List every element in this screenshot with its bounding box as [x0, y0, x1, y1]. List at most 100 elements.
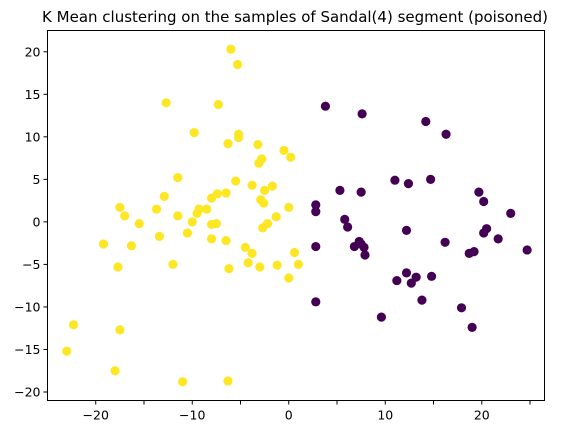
scatter-point: [189, 127, 199, 138]
scatter-point: [506, 208, 516, 218]
scatter-point: [440, 237, 450, 247]
scatter-point: [223, 139, 233, 149]
scatter-point: [113, 262, 123, 272]
scatter-point: [479, 228, 489, 238]
scatter-point: [187, 217, 197, 227]
scatter-point: [62, 346, 72, 356]
scatter-point: [213, 99, 223, 110]
scatter-point: [403, 179, 414, 189]
scatter-point: [340, 214, 350, 224]
scatter-point: [357, 109, 367, 119]
y-tick-label: −15: [14, 342, 40, 357]
scatter-point: [134, 218, 144, 229]
scatter-point: [360, 250, 370, 260]
y-tick-label: 15: [25, 87, 41, 102]
scatter-point: [456, 303, 467, 313]
y-tick-label: −20: [14, 384, 40, 399]
scatter-point: [206, 234, 217, 244]
scatter-point: [202, 204, 212, 214]
scatter-point: [243, 258, 253, 268]
scatter-point: [359, 242, 369, 252]
y-tick-label: 20: [25, 44, 41, 59]
scatter-point: [426, 174, 436, 184]
scatter-point: [479, 196, 489, 207]
scatter-point: [376, 312, 387, 322]
scatter-point: [173, 173, 183, 183]
scatter-point: [253, 139, 263, 150]
scatter-point: [279, 145, 289, 156]
scatter-point: [159, 191, 169, 201]
scatter-point: [335, 185, 345, 196]
scatter-point: [226, 44, 236, 54]
scatter-point: [115, 325, 125, 335]
scatter-point: [272, 260, 282, 270]
scatter-point: [233, 133, 244, 143]
x-tick-label: 10: [377, 408, 393, 423]
x-tick-label: −10: [179, 408, 205, 423]
scatter-point: [421, 116, 431, 127]
scatter-point: [223, 376, 233, 386]
scatter-point: [224, 264, 234, 274]
scatter-point: [221, 235, 231, 246]
scatter-point: [211, 218, 221, 229]
scatter-point: [311, 207, 321, 217]
x-tick-label: 20: [474, 408, 490, 423]
scatter-point: [154, 231, 165, 241]
scatter-point: [168, 259, 178, 270]
scatter-point: [311, 200, 321, 210]
ticks-layer: −20 −10 0 10 20 −20 −15 −10 −5 0 5 10 15 20: [14, 44, 531, 423]
scatter-point: [255, 262, 265, 272]
scatter-point: [126, 241, 137, 251]
scatter-point: [406, 278, 416, 288]
scatter-point: [286, 152, 296, 162]
scatter-point: [110, 366, 120, 376]
scatter-point: [493, 234, 503, 244]
scatter-point: [178, 377, 188, 387]
scatter-point: [284, 202, 294, 213]
scatter-point: [311, 297, 321, 307]
y-tick-label: −10: [14, 299, 40, 314]
scatter-point: [115, 202, 125, 213]
scatter-point: [320, 101, 331, 111]
scatter-point: [441, 129, 451, 139]
x-tick-label: −20: [83, 408, 109, 423]
scatter-point: [240, 242, 250, 252]
scatter-point: [474, 187, 484, 197]
scatter-point: [417, 295, 427, 305]
scatter-point: [173, 211, 183, 221]
scatter-point: [522, 245, 532, 255]
scatter-point: [311, 241, 321, 252]
scatter-point: [289, 247, 300, 258]
scatter-point: [206, 193, 217, 203]
scatter-point: [469, 247, 479, 257]
scatter-point: [284, 273, 294, 283]
scatter-point: [254, 158, 264, 168]
y-tick-label: 10: [25, 129, 41, 144]
scatter-point: [231, 176, 241, 186]
scatter-point: [98, 239, 109, 249]
scatter-point: [267, 181, 277, 191]
axes-frame: [47, 30, 545, 401]
chart-title: K Mean clustering on the samples of Sand…: [42, 8, 548, 26]
points-layer: [62, 44, 532, 387]
scatter-point: [260, 185, 270, 196]
scatter-point: [293, 259, 304, 270]
scatter-point: [401, 225, 412, 235]
scatter-point: [343, 222, 353, 232]
scatter-point: [221, 188, 231, 198]
scatter-point: [467, 322, 477, 332]
y-tick-label: 5: [33, 172, 41, 187]
scatter-point: [68, 320, 79, 330]
scatter-point: [192, 208, 202, 218]
scatter-point: [182, 228, 193, 238]
x-tick-label: 0: [285, 408, 293, 423]
scatter-point: [161, 98, 171, 108]
scatter-point: [271, 212, 281, 222]
scatter-point: [258, 223, 268, 233]
scatter-point: [401, 268, 412, 278]
scatter-point: [120, 211, 130, 221]
scatter-point: [356, 187, 366, 197]
scatter-point: [390, 175, 400, 185]
scatter-point: [247, 248, 257, 258]
scatter-point: [426, 271, 437, 281]
